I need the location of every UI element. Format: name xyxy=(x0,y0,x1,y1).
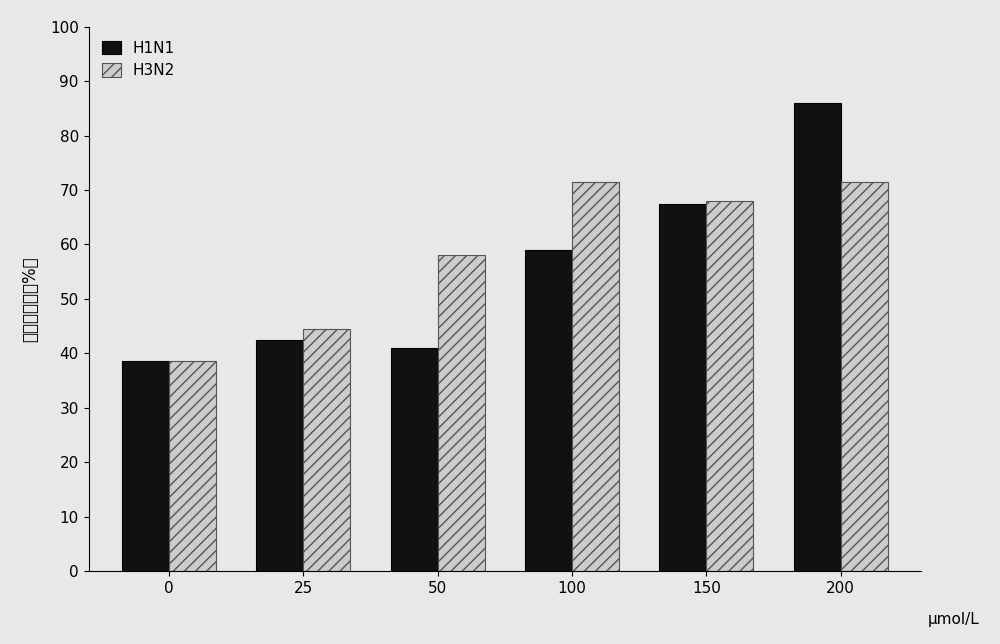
Y-axis label: 细胞存活率（%）: 细胞存活率（%） xyxy=(21,256,39,342)
Bar xyxy=(659,204,706,571)
Bar xyxy=(572,182,619,571)
Bar xyxy=(122,361,169,571)
Bar xyxy=(169,361,216,571)
Text: μmol/L: μmol/L xyxy=(928,612,980,627)
Legend: H1N1, H3N2: H1N1, H3N2 xyxy=(96,35,181,84)
Bar xyxy=(256,340,303,571)
Bar xyxy=(391,348,438,571)
Bar xyxy=(303,329,350,571)
Bar xyxy=(525,250,572,571)
Bar xyxy=(706,201,753,571)
Bar xyxy=(841,182,888,571)
Bar xyxy=(438,256,485,571)
Bar xyxy=(794,103,841,571)
